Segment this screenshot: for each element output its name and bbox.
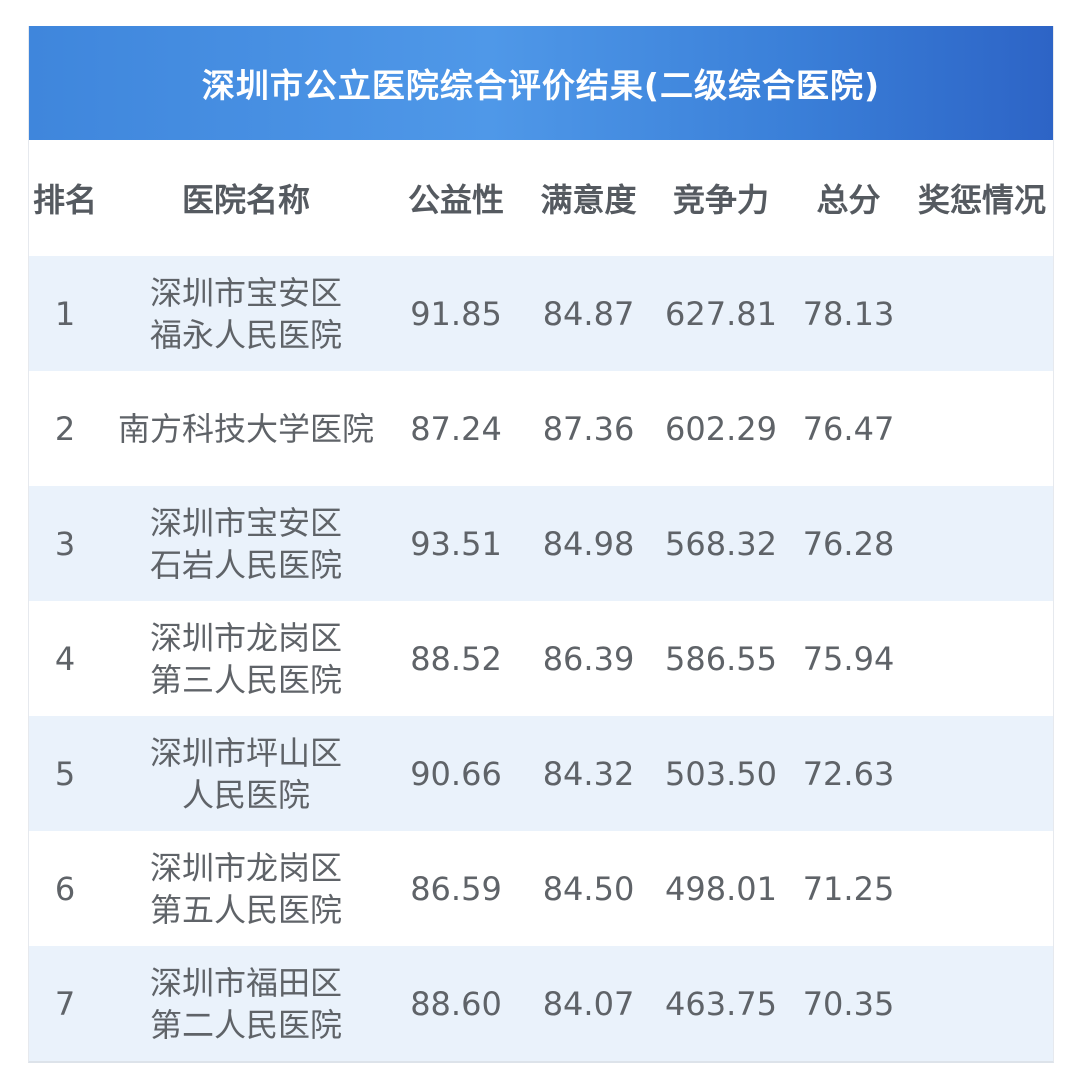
cell-hospital-name: 深圳市宝安区 石岩人民医院: [101, 486, 391, 601]
header-row: 排名 医院名称 公益性 满意度 竞争力 总分 奖惩情况: [29, 140, 1053, 256]
cell-hospital-name: 南方科技大学医院: [101, 371, 391, 486]
cell-hospital-name: 深圳市福田区 第二人民医院: [101, 946, 391, 1061]
cell-total: 78.13: [786, 256, 911, 371]
results-table: 排名 医院名称 公益性 满意度 竞争力 总分 奖惩情况 1 深圳市宝安区 福永人民…: [29, 140, 1053, 1061]
cell-reward-penalty: [911, 601, 1053, 716]
cell-public-welfare: 93.51: [391, 486, 521, 601]
cell-public-welfare: 86.59: [391, 831, 521, 946]
table-row: 6 深圳市龙岗区 第五人民医院 86.59 84.50 498.01 71.25: [29, 831, 1053, 946]
cell-competitiveness: 602.29: [656, 371, 786, 486]
cell-reward-penalty: [911, 371, 1053, 486]
cell-rank: 6: [29, 831, 101, 946]
cell-rank: 2: [29, 371, 101, 486]
table-row: 1 深圳市宝安区 福永人民医院 91.85 84.87 627.81 78.13: [29, 256, 1053, 371]
cell-competitiveness: 498.01: [656, 831, 786, 946]
cell-reward-penalty: [911, 716, 1053, 831]
cell-rank: 7: [29, 946, 101, 1061]
table-row: 3 深圳市宝安区 石岩人民医院 93.51 84.98 568.32 76.28: [29, 486, 1053, 601]
cell-public-welfare: 90.66: [391, 716, 521, 831]
cell-satisfaction: 84.32: [521, 716, 656, 831]
table-row: 5 深圳市坪山区 人民医院 90.66 84.32 503.50 72.63: [29, 716, 1053, 831]
cell-public-welfare: 91.85: [391, 256, 521, 371]
cell-rank: 1: [29, 256, 101, 371]
table-row: 4 深圳市龙岗区 第三人民医院 88.52 86.39 586.55 75.94: [29, 601, 1053, 716]
header-hospital-name: 医院名称: [101, 140, 391, 256]
cell-total: 76.47: [786, 371, 911, 486]
cell-rank: 3: [29, 486, 101, 601]
header-competitiveness: 竞争力: [656, 140, 786, 256]
cell-reward-penalty: [911, 946, 1053, 1061]
header-public-welfare: 公益性: [391, 140, 521, 256]
cell-satisfaction: 84.50: [521, 831, 656, 946]
cell-competitiveness: 586.55: [656, 601, 786, 716]
cell-satisfaction: 84.87: [521, 256, 656, 371]
cell-total: 72.63: [786, 716, 911, 831]
cell-reward-penalty: [911, 486, 1053, 601]
cell-reward-penalty: [911, 256, 1053, 371]
header-total: 总分: [786, 140, 911, 256]
cell-public-welfare: 87.24: [391, 371, 521, 486]
cell-satisfaction: 86.39: [521, 601, 656, 716]
cell-total: 70.35: [786, 946, 911, 1061]
cell-hospital-name: 深圳市龙岗区 第三人民医院: [101, 601, 391, 716]
header-rank: 排名: [29, 140, 101, 256]
header-reward-penalty: 奖惩情况: [911, 140, 1053, 256]
table-row: 7 深圳市福田区 第二人民医院 88.60 84.07 463.75 70.35: [29, 946, 1053, 1061]
cell-rank: 4: [29, 601, 101, 716]
cell-competitiveness: 568.32: [656, 486, 786, 601]
cell-public-welfare: 88.60: [391, 946, 521, 1061]
results-table-card: 深圳市公立医院综合评价结果(二级综合医院) 排名 医院名称 公益性 满意度 竞争…: [28, 26, 1054, 1063]
cell-competitiveness: 463.75: [656, 946, 786, 1061]
cell-public-welfare: 88.52: [391, 601, 521, 716]
cell-satisfaction: 84.98: [521, 486, 656, 601]
cell-hospital-name: 深圳市宝安区 福永人民医院: [101, 256, 391, 371]
cell-total: 71.25: [786, 831, 911, 946]
cell-hospital-name: 深圳市坪山区 人民医院: [101, 716, 391, 831]
cell-satisfaction: 84.07: [521, 946, 656, 1061]
cell-hospital-name: 深圳市龙岗区 第五人民医院: [101, 831, 391, 946]
cell-competitiveness: 503.50: [656, 716, 786, 831]
table-row: 2 南方科技大学医院 87.24 87.36 602.29 76.47: [29, 371, 1053, 486]
header-satisfaction: 满意度: [521, 140, 656, 256]
cell-total: 75.94: [786, 601, 911, 716]
cell-total: 76.28: [786, 486, 911, 601]
table-title: 深圳市公立医院综合评价结果(二级综合医院): [29, 26, 1053, 140]
cell-reward-penalty: [911, 831, 1053, 946]
cell-satisfaction: 87.36: [521, 371, 656, 486]
cell-competitiveness: 627.81: [656, 256, 786, 371]
cell-rank: 5: [29, 716, 101, 831]
